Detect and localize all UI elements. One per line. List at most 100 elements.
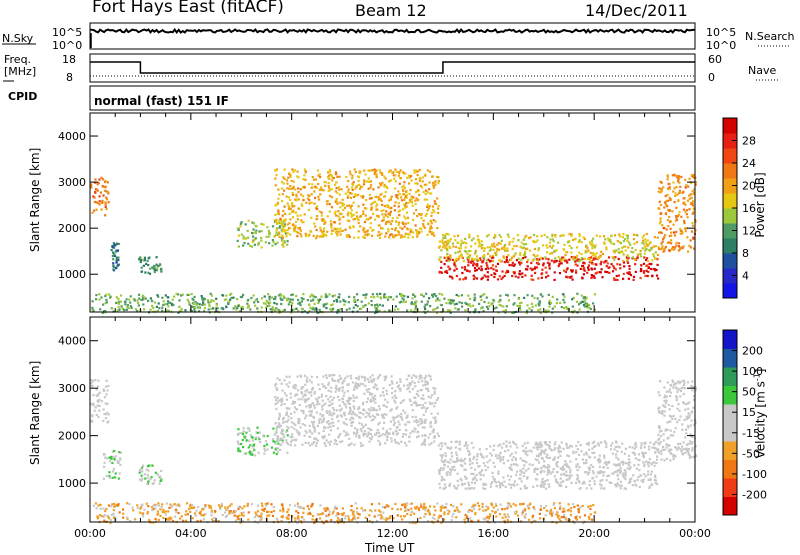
heat-cell <box>166 309 168 311</box>
heat-cell <box>93 505 95 507</box>
heat-cell <box>428 396 430 398</box>
heat-cell <box>691 203 693 205</box>
heat-cell <box>321 396 323 398</box>
heat-cell <box>471 258 473 260</box>
heat-cell <box>321 408 323 410</box>
heat-cell <box>379 224 381 226</box>
heat-cell <box>554 443 556 445</box>
heat-cell <box>394 209 396 211</box>
heat-cell <box>469 254 471 256</box>
heat-cell <box>310 391 312 393</box>
heat-cell <box>305 442 307 444</box>
heat-cell <box>404 510 406 512</box>
heat-cell <box>316 411 318 413</box>
heat-cell <box>416 405 418 407</box>
heat-cell <box>678 175 680 177</box>
heat-cell <box>503 481 505 483</box>
heat-cell <box>284 392 286 394</box>
heat-cell <box>108 201 110 203</box>
heat-cell <box>494 252 496 254</box>
heat-cell <box>426 407 428 409</box>
heat-cell <box>311 202 313 204</box>
heat-cell <box>428 207 430 209</box>
heat-cell <box>414 200 416 202</box>
heat-cell <box>148 465 150 467</box>
heat-cell <box>345 406 347 408</box>
heat-cell <box>518 305 520 307</box>
heat-cell <box>635 446 637 448</box>
heat-cell <box>449 247 451 249</box>
heat-cell <box>398 224 400 226</box>
heat-cell <box>495 307 497 309</box>
heat-cell <box>363 408 365 410</box>
heat-cell <box>468 303 470 305</box>
heat-cell <box>405 223 407 225</box>
heat-cell <box>112 258 114 260</box>
heat-cell <box>97 405 99 407</box>
heat-cell <box>467 482 469 484</box>
heat-cell <box>319 413 321 415</box>
heat-cell <box>501 447 503 449</box>
heat-cell <box>327 171 329 173</box>
heat-cell <box>212 307 214 309</box>
heat-cell <box>632 446 634 448</box>
heat-cell <box>568 455 570 457</box>
heat-cell <box>272 241 274 243</box>
heat-cell <box>346 236 348 238</box>
heat-cell <box>515 443 517 445</box>
heat-cell <box>502 484 504 486</box>
heat-cell <box>569 460 571 462</box>
heat-cell <box>290 417 292 419</box>
heat-cell <box>644 253 646 255</box>
heat-cell <box>112 246 114 248</box>
heat-cell <box>282 390 284 392</box>
heat-cell <box>440 448 442 450</box>
heat-cell <box>665 246 667 248</box>
heat-cell <box>405 233 407 235</box>
heat-cell <box>691 449 693 451</box>
heat-cell <box>141 267 143 269</box>
heat-cell <box>103 409 105 411</box>
heat-cell <box>469 463 471 465</box>
heat-cell <box>618 464 620 466</box>
heat-cell <box>396 217 398 219</box>
heat-cell <box>336 198 338 200</box>
heat-cell <box>272 239 274 241</box>
heat-cell <box>439 299 441 301</box>
heat-cell <box>640 255 642 257</box>
heat-cell <box>392 433 394 435</box>
heat-cell <box>670 430 672 432</box>
heat-cell <box>319 227 321 229</box>
heat-cell <box>446 233 448 235</box>
heat-cell <box>537 255 539 257</box>
heat-cell <box>330 441 332 443</box>
heat-cell <box>586 487 588 489</box>
heat-cell <box>405 301 407 303</box>
heat-cell <box>329 211 331 213</box>
heat-cell <box>516 446 518 448</box>
heat-cell <box>459 441 461 443</box>
heat-cell <box>101 400 103 402</box>
heat-cell <box>364 221 366 223</box>
heat-cell <box>312 515 314 517</box>
heat-cell <box>600 261 602 263</box>
heat-cell <box>379 435 381 437</box>
heat-cell <box>394 234 396 236</box>
heat-cell <box>368 233 370 235</box>
heat-cell <box>241 234 243 236</box>
heat-cell <box>661 182 663 184</box>
heat-cell <box>631 247 633 249</box>
heat-cell <box>452 461 454 463</box>
heat-cell <box>270 308 272 310</box>
heat-cell <box>667 178 669 180</box>
heat-cell <box>396 196 398 198</box>
heat-cell <box>144 271 146 273</box>
heat-cell <box>426 303 428 305</box>
heat-cell <box>386 430 388 432</box>
heat-cell <box>608 266 610 268</box>
heat-cell <box>376 409 378 411</box>
heat-cell <box>592 238 594 240</box>
heat-cell <box>330 224 332 226</box>
heat-cell <box>422 394 424 396</box>
heat-cell <box>432 309 434 311</box>
